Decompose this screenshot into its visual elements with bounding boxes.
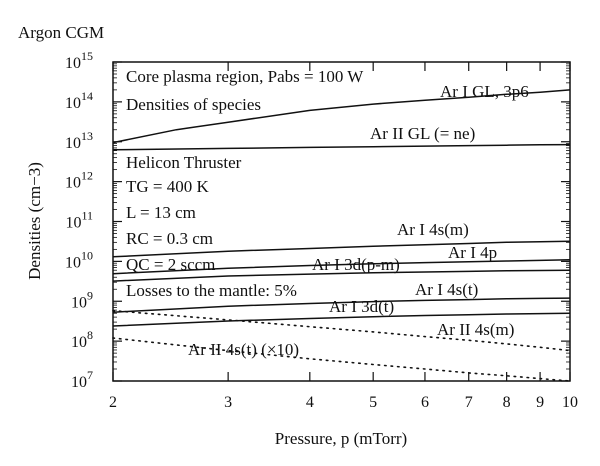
y-tick-label: 1011 — [65, 209, 93, 232]
annotation-losses: Losses to the mantle: 5% — [126, 281, 297, 300]
series-line-5 — [112, 297, 571, 313]
annotation-densities: Densities of species — [126, 95, 261, 114]
series-label-ar-i-3dt: Ar I 3d(t) — [329, 297, 394, 316]
y-tick-base: 10 — [65, 135, 81, 152]
y-tick-label: 107 — [71, 368, 93, 391]
y-tick-exponent: 12 — [81, 169, 93, 183]
y-tick-base: 10 — [65, 254, 81, 271]
y-tick-base: 10 — [65, 215, 81, 232]
annotation-rc: RC = 0.3 cm — [126, 229, 213, 248]
y-tick-label: 1010 — [65, 248, 93, 271]
annotation-qc: QC = 2 sccm — [126, 255, 215, 274]
series-label-ar-i-4st: Ar I 4s(t) — [415, 280, 478, 299]
annotation-l: L = 13 cm — [126, 203, 196, 222]
y-tick-label: 1012 — [65, 169, 93, 192]
series-line-3 — [112, 258, 571, 275]
y-tick-exponent: 8 — [87, 328, 93, 342]
x-axis-ticks: 2 3 4 5 6 7 8 9 10 — [109, 62, 578, 411]
y-axis-label: Densities (cm−3) — [25, 162, 44, 280]
y-tick-label: 109 — [71, 288, 93, 311]
y-tick-exponent: 14 — [81, 89, 93, 103]
series-line-2 — [112, 240, 571, 258]
series-label-ar-i-4p: Ar I 4p — [448, 243, 497, 262]
annotation-tg: TG = 400 K — [126, 177, 209, 196]
annotation-core-plasma: Core plasma region, Pabs = 100 W — [126, 67, 364, 86]
y-tick-label: 1013 — [65, 129, 93, 152]
y-tick-base: 10 — [65, 175, 81, 192]
x-tick-label: 6 — [421, 394, 429, 411]
series-line-4 — [112, 269, 571, 282]
series-line-1 — [112, 143, 571, 151]
series-label-ar-i-gl: Ar I GL, 3p6 — [440, 82, 529, 101]
series-label-ar-ii-gl: Ar II GL (= ne) — [370, 124, 475, 143]
y-tick-label: 1015 — [65, 49, 93, 72]
x-tick-label: 10 — [562, 394, 578, 411]
y-tick-exponent: 11 — [81, 209, 93, 223]
series-label-ar-ii-4sm: Ar II 4s(m) — [437, 320, 514, 339]
x-tick-label: 3 — [224, 394, 232, 411]
series-line-7 — [112, 309, 571, 352]
x-axis-label: Pressure, p (mTorr) — [275, 429, 407, 448]
annotation-helicon: Helicon Thruster — [126, 153, 242, 172]
y-tick-label: 108 — [71, 328, 93, 351]
y-tick-base: 10 — [71, 334, 87, 351]
y-tick-exponent: 10 — [81, 248, 93, 262]
y-tick-exponent: 9 — [87, 288, 93, 302]
series-layer — [112, 89, 571, 382]
series-label-ar-i-4sm: Ar I 4s(m) — [397, 220, 469, 239]
series-line-8 — [112, 337, 571, 382]
x-tick-label: 4 — [306, 394, 314, 411]
y-tick-base: 10 — [65, 55, 81, 72]
y-tick-exponent: 7 — [87, 368, 93, 382]
y-tick-base: 10 — [71, 374, 87, 391]
series-label-ar-i-3dpm: Ar I 3d(p-m) — [312, 255, 400, 274]
chart-title: Argon CGM — [18, 23, 104, 42]
x-tick-label: 9 — [536, 394, 544, 411]
x-tick-label: 8 — [503, 394, 511, 411]
y-tick-base: 10 — [71, 294, 87, 311]
series-label-ar-ii-4st: Ar II 4s(t) (×10) — [188, 340, 299, 359]
x-tick-label: 7 — [465, 394, 473, 411]
x-tick-label: 2 — [109, 394, 117, 411]
series-line-0 — [112, 89, 571, 144]
series-line-6 — [112, 312, 571, 327]
y-tick-exponent: 15 — [81, 49, 93, 63]
y-tick-label: 1014 — [65, 89, 93, 112]
y-tick-base: 10 — [65, 95, 81, 112]
x-tick-label: 5 — [369, 394, 377, 411]
y-tick-exponent: 13 — [81, 129, 93, 143]
